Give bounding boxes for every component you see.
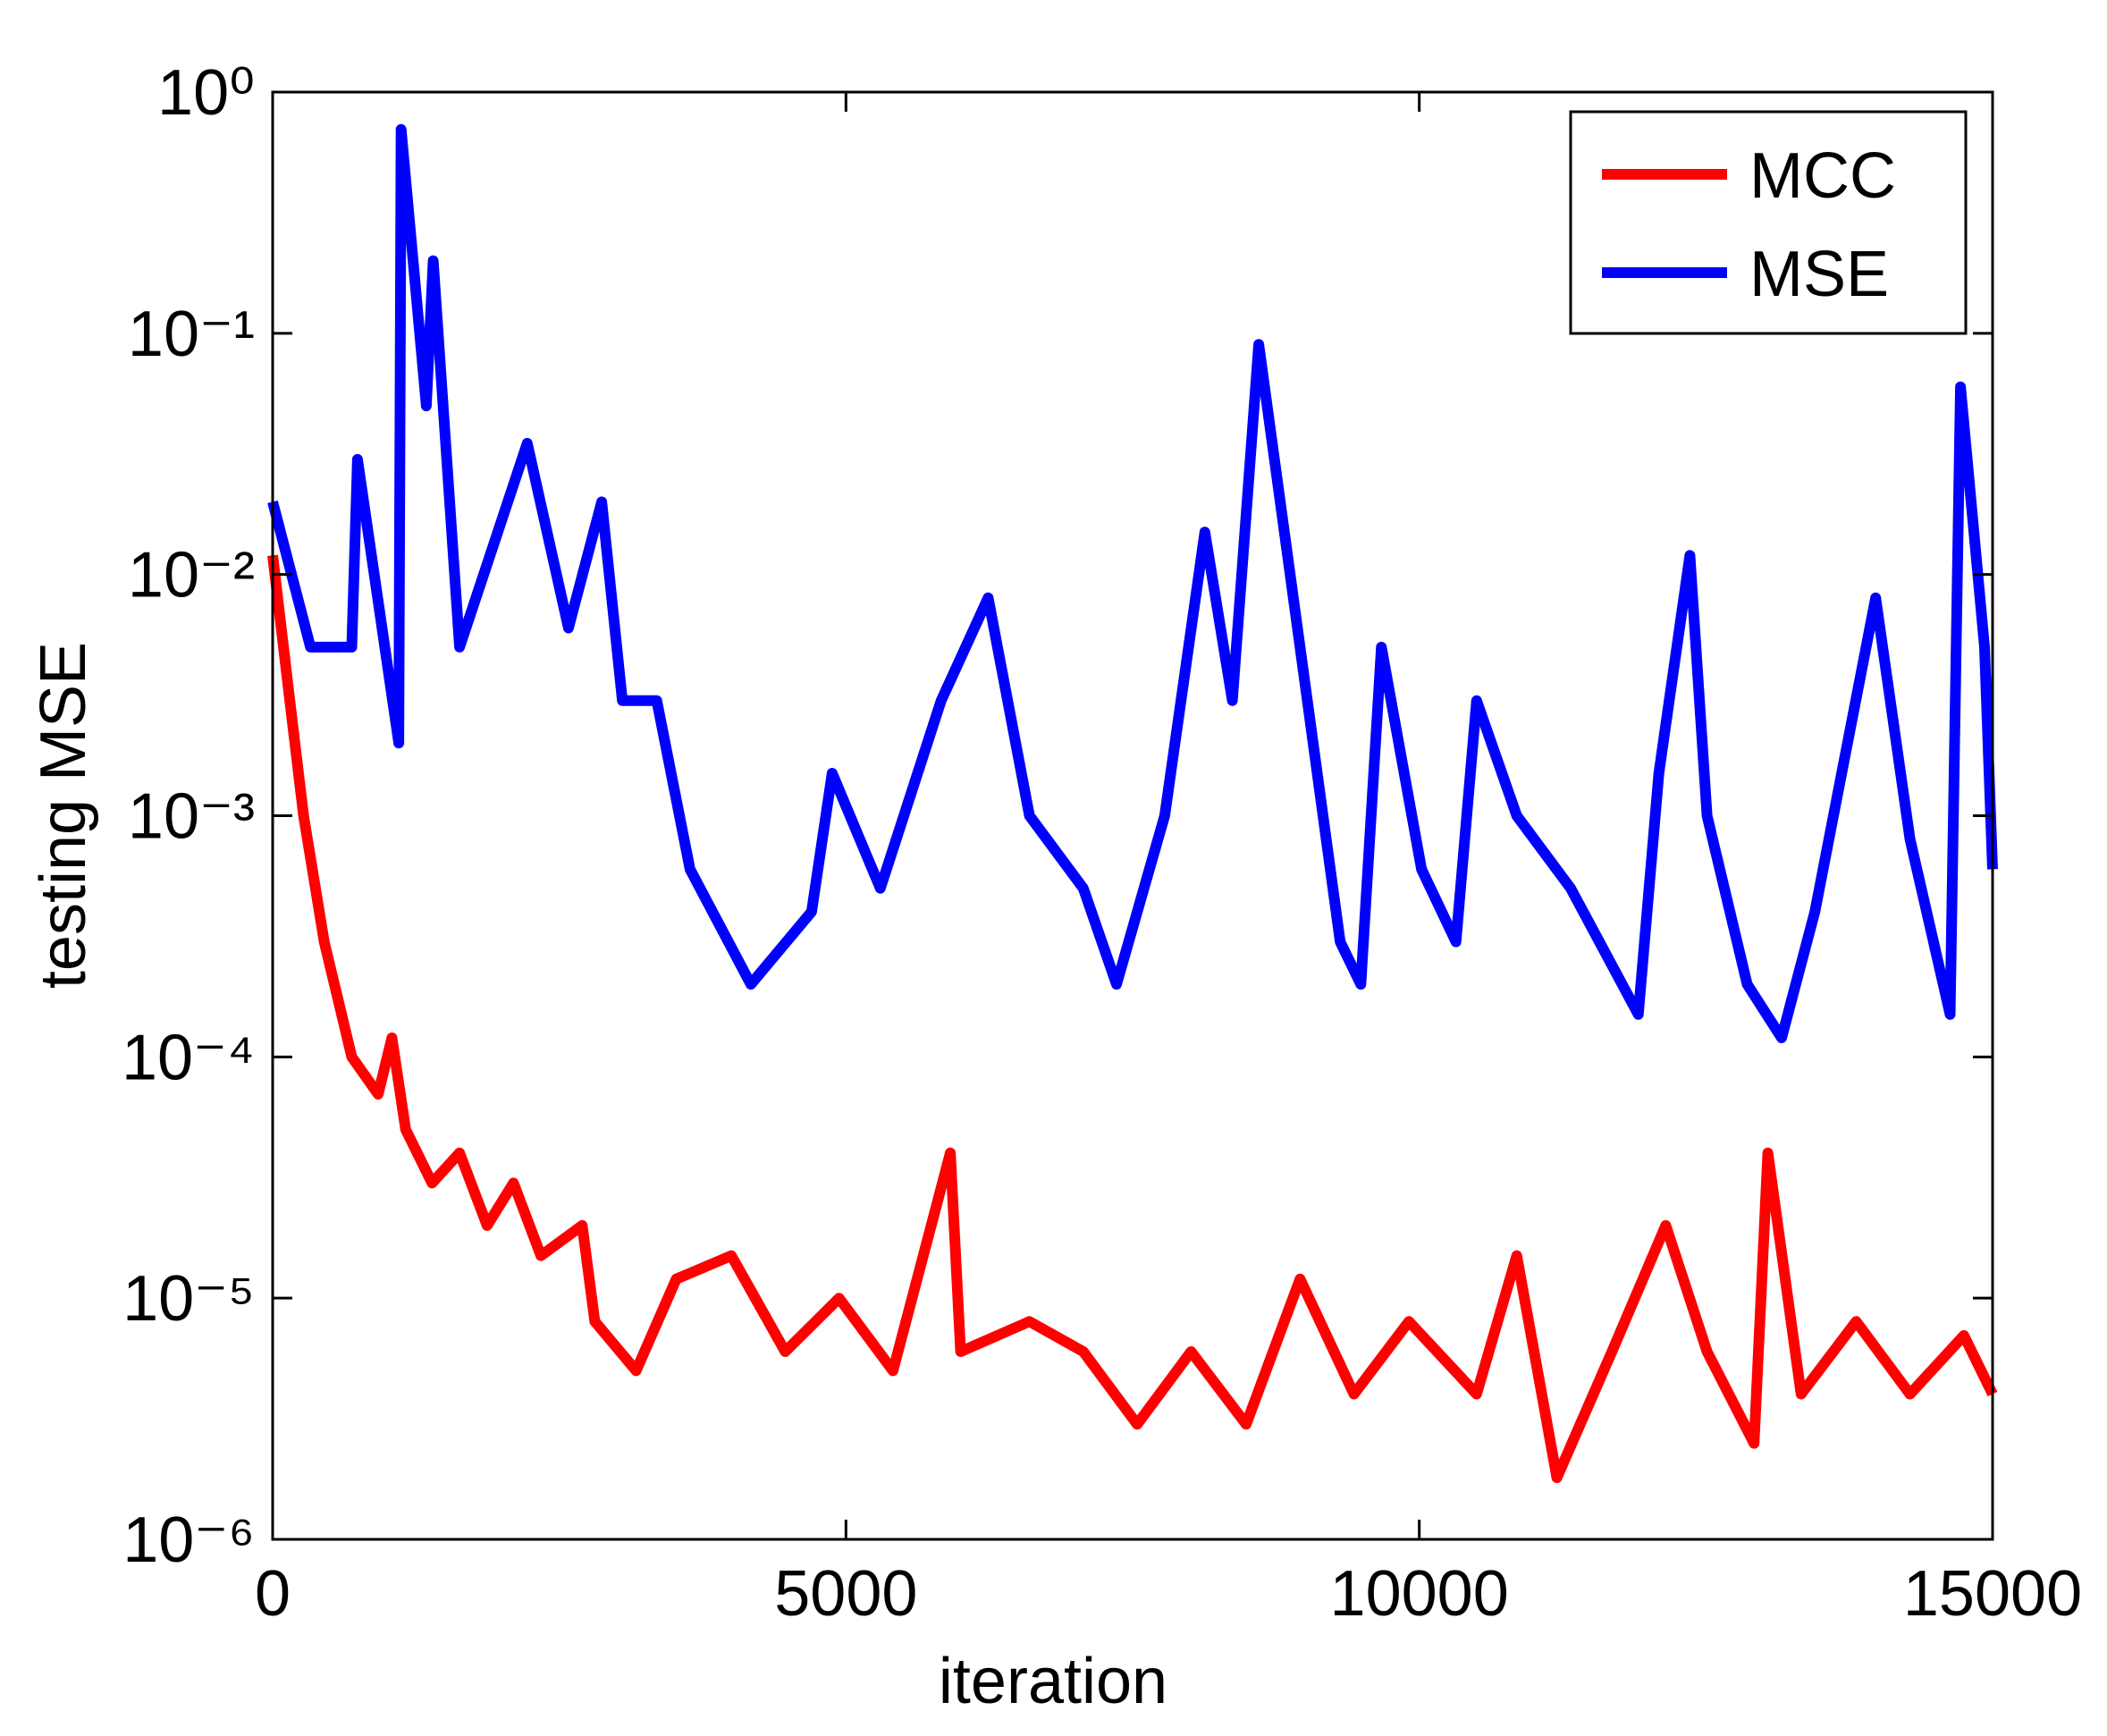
x-tick-label: 5000: [774, 1558, 917, 1630]
x-axis-label: iteration: [939, 1646, 1167, 1717]
y-tick-label: 10⁻³: [128, 781, 255, 853]
legend-box: [1569, 110, 1968, 335]
legend-label: MCC: [1749, 140, 1896, 212]
y-tick-label: 10⁻⁴: [122, 1022, 255, 1093]
x-tick-label: 15000: [1903, 1558, 2082, 1630]
line-mse: [267, 123, 1998, 1043]
x-tick-label: 0: [255, 1558, 291, 1630]
y-tick-label: 10⁻⁵: [122, 1263, 255, 1335]
line-mcc: [267, 554, 1998, 1484]
x-tick-label: 10000: [1330, 1558, 1509, 1630]
y-tick-label: 10⁻⁶: [122, 1504, 255, 1576]
y-tick-label: 10⁻¹: [128, 299, 255, 370]
y-axis-label: testing MSE: [28, 642, 99, 989]
legend-label: MSE: [1749, 239, 1889, 310]
y-tick-label: 10⁻²: [128, 540, 255, 611]
y-tick-label: 10⁰: [157, 57, 255, 129]
